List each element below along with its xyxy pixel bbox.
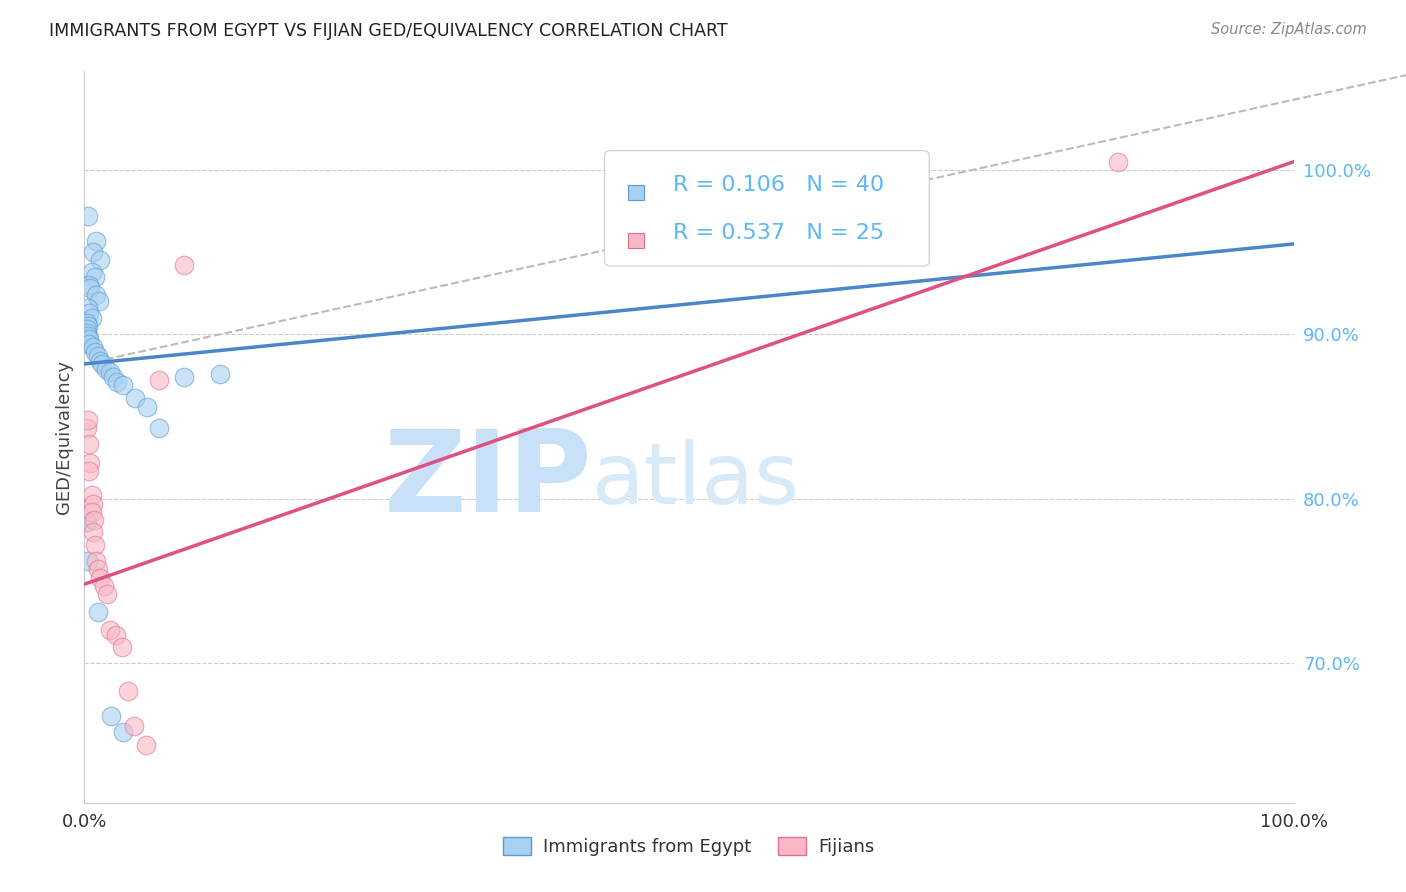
Point [82, 524, 104, 539]
Point [96, 587, 118, 601]
Point [77, 554, 100, 568]
Point [105, 375, 128, 389]
Point [76, 515, 98, 529]
Point [80, 265, 103, 279]
Point [77, 437, 100, 451]
Point [173, 258, 195, 272]
Point [86, 605, 108, 619]
Point [86, 562, 108, 576]
Point [100, 708, 122, 723]
Point [148, 421, 170, 435]
Text: IMMIGRANTS FROM EGYPT VS FIJIAN GED/EQUIVALENCY CORRELATION CHART: IMMIGRANTS FROM EGYPT VS FIJIAN GED/EQUI… [49, 22, 728, 40]
Point [1107, 154, 1129, 169]
Point [117, 684, 139, 698]
Point [84, 345, 107, 359]
Point [77, 337, 100, 351]
Point [124, 392, 146, 406]
Point [86, 288, 108, 302]
Point [122, 718, 145, 732]
Legend: Immigrants from Egypt, Fijians: Immigrants from Egypt, Fijians [496, 830, 882, 863]
Text: R = 0.537   N = 25: R = 0.537 N = 25 [673, 223, 884, 243]
Point [98, 365, 121, 379]
Point [77, 278, 100, 293]
Point [173, 370, 195, 384]
Point [80, 488, 103, 502]
Point [148, 373, 170, 387]
Point [79, 456, 101, 470]
Point [136, 400, 159, 414]
Point [89, 253, 111, 268]
Point [89, 571, 111, 585]
Point [76, 322, 98, 336]
Point [76, 421, 98, 435]
Y-axis label: GED/Equivalency: GED/Equivalency [55, 360, 73, 514]
Point [82, 341, 104, 355]
Point [76, 326, 98, 340]
Point [93, 579, 115, 593]
Point [77, 319, 100, 334]
Point [84, 269, 107, 284]
Point [86, 349, 108, 363]
Point [112, 725, 135, 739]
Text: Source: ZipAtlas.com: Source: ZipAtlas.com [1211, 22, 1367, 37]
Point [80, 505, 103, 519]
Point [84, 538, 107, 552]
Point [77, 464, 100, 478]
Text: ZIP: ZIP [384, 425, 592, 536]
Point [111, 640, 134, 654]
Point [86, 234, 108, 248]
Point [89, 353, 111, 368]
Point [86, 554, 108, 568]
Point [208, 367, 231, 381]
Text: atlas: atlas [592, 440, 800, 523]
Point [77, 329, 100, 343]
Point [112, 378, 135, 392]
Point [80, 310, 103, 325]
Point [82, 245, 104, 260]
Point [77, 209, 100, 223]
Point [94, 362, 117, 376]
Point [77, 301, 100, 315]
Point [83, 513, 105, 527]
Point [77, 332, 100, 346]
Text: R = 0.106   N = 40: R = 0.106 N = 40 [673, 175, 884, 195]
Point [79, 281, 101, 295]
Point [87, 294, 110, 309]
Point [77, 413, 100, 427]
Point [103, 370, 125, 384]
Point [135, 739, 157, 753]
Point [104, 628, 127, 642]
Point [98, 624, 121, 638]
Point [91, 357, 114, 371]
Point [82, 497, 104, 511]
Point [77, 306, 100, 320]
Point [76, 316, 98, 330]
